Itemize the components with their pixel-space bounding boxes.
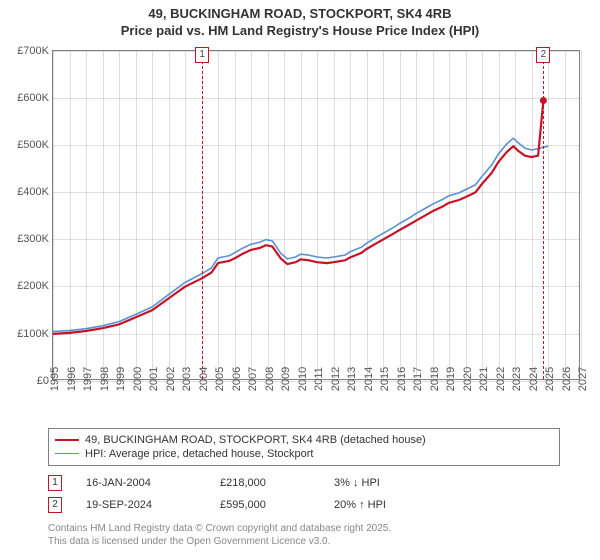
sale-vs-hpi: 20% ↑ HPI [334, 499, 386, 511]
chart-area: £0£100K£200K£300K£400K£500K£600K£700K199… [10, 44, 590, 424]
sale-date: 16-JAN-2004 [86, 477, 196, 489]
legend-row: 49, BUCKINGHAM ROAD, STOCKPORT, SK4 4RB … [55, 433, 553, 447]
sale-row-marker: 1 [48, 475, 62, 491]
legend-swatch [55, 453, 79, 454]
y-tick-label: £300K [17, 233, 53, 245]
sale-marker-box: 1 [195, 47, 209, 63]
title-line-2: Price paid vs. HM Land Registry's House … [0, 23, 600, 40]
caption-line-1: Contains HM Land Registry data © Crown c… [48, 522, 560, 535]
title-line-1: 49, BUCKINGHAM ROAD, STOCKPORT, SK4 4RB [0, 6, 600, 23]
chart-title-block: 49, BUCKINGHAM ROAD, STOCKPORT, SK4 4RB … [0, 0, 600, 44]
legend-swatch [55, 439, 79, 441]
legend-label: 49, BUCKINGHAM ROAD, STOCKPORT, SK4 4RB … [85, 434, 426, 446]
source-caption: Contains HM Land Registry data © Crown c… [48, 522, 560, 548]
sales-table: 1 16-JAN-2004 £218,000 3% ↓ HPI 2 19-SEP-2024… [48, 472, 560, 516]
y-tick-label: £500K [17, 139, 53, 151]
legend-row: HPI: Average price, detached house, Stoc… [55, 447, 553, 461]
series-svg [53, 51, 581, 381]
sale-vs-hpi: 3% ↓ HPI [334, 477, 380, 489]
sale-marker-line [202, 51, 203, 379]
caption-line-2: This data is licensed under the Open Gov… [48, 535, 560, 548]
plot-area: £0£100K£200K£300K£400K£500K£600K£700K199… [52, 50, 580, 380]
y-tick-label: £700K [17, 45, 53, 57]
series-primary [53, 100, 543, 333]
y-tick-label: £600K [17, 92, 53, 104]
sale-marker-line [543, 51, 544, 379]
y-tick-label: £200K [17, 280, 53, 292]
y-tick-label: £400K [17, 186, 53, 198]
sale-row-marker: 2 [48, 497, 62, 513]
sale-row: 1 16-JAN-2004 £218,000 3% ↓ HPI [48, 472, 560, 494]
y-tick-label: £100K [17, 328, 53, 340]
sale-marker-box: 2 [536, 47, 550, 63]
sale-price: £595,000 [220, 499, 310, 511]
sale-price: £218,000 [220, 477, 310, 489]
series-hpi [53, 138, 548, 331]
sale-row: 2 19-SEP-2024 £595,000 20% ↑ HPI [48, 494, 560, 516]
legend: 49, BUCKINGHAM ROAD, STOCKPORT, SK4 4RB … [48, 428, 560, 466]
sale-date: 19-SEP-2024 [86, 499, 196, 511]
legend-label: HPI: Average price, detached house, Stoc… [85, 448, 314, 460]
gridline-v [581, 51, 582, 379]
